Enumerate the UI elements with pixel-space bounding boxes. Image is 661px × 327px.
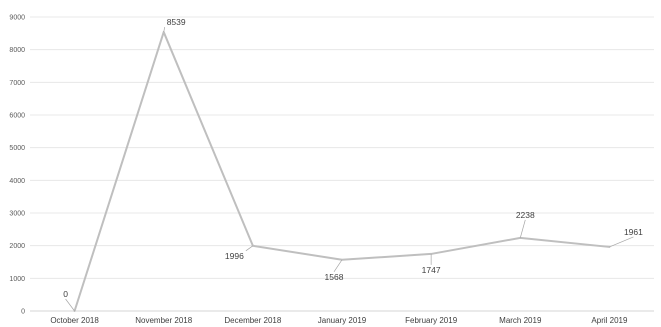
x-tick-label: November 2018 xyxy=(135,316,192,325)
data-label: 8539 xyxy=(167,17,186,27)
y-tick-label: 9000 xyxy=(9,15,25,22)
y-tick-label: 1000 xyxy=(9,276,25,283)
y-tick-label: 0 xyxy=(21,309,25,316)
data-label: 1568 xyxy=(325,272,344,282)
x-tick-label: March 2019 xyxy=(499,316,542,325)
x-tick-label: January 2019 xyxy=(318,316,367,325)
y-tick-label: 5000 xyxy=(9,145,25,152)
y-tick-label: 2000 xyxy=(9,243,25,250)
y-tick-label: 3000 xyxy=(9,211,25,218)
data-label-leader xyxy=(609,236,634,248)
x-tick-label: February 2019 xyxy=(405,316,458,325)
y-axis-tick-labels: 0 1000 2000 3000 4000 5000 6000 7000 8000 9000 xyxy=(9,15,25,316)
x-tick-label: April 2019 xyxy=(591,316,628,325)
gridlines xyxy=(30,16,654,279)
data-label: 2238 xyxy=(516,210,535,220)
y-tick-label: 4000 xyxy=(9,178,25,185)
series-polyline xyxy=(73,31,611,312)
data-label-leader xyxy=(245,245,254,252)
x-tick-label: December 2018 xyxy=(224,316,281,325)
data-label-leader xyxy=(519,219,526,238)
y-tick-label: 7000 xyxy=(9,80,25,87)
data-label: 1747 xyxy=(422,265,441,275)
data-label-leader xyxy=(163,26,166,33)
data-labels: 0 8539 1996 1568 1747 2238 1961 xyxy=(63,17,643,312)
y-tick-label: 8000 xyxy=(9,47,25,54)
y-tick-label: 6000 xyxy=(9,113,25,120)
data-label-leader xyxy=(65,298,75,312)
x-axis-tick-labels: October 2018 November 2018 December 2018 Ja… xyxy=(50,316,628,325)
data-label-leader xyxy=(333,259,343,272)
x-tick-label: October 2018 xyxy=(50,316,99,325)
data-label: 1961 xyxy=(624,227,643,237)
series-line xyxy=(73,31,611,312)
data-label: 0 xyxy=(63,289,68,299)
data-label: 1996 xyxy=(225,251,244,261)
